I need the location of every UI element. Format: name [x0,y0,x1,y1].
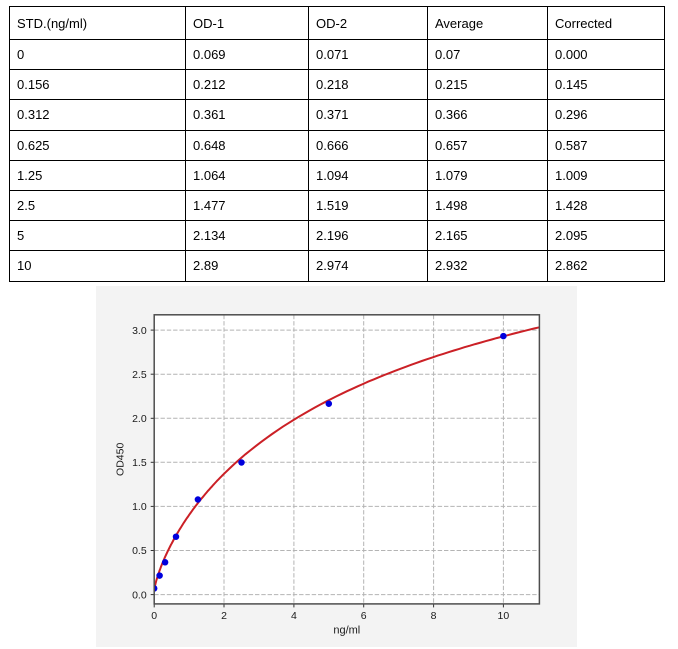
svg-text:0.5: 0.5 [132,545,147,557]
svg-text:0: 0 [151,610,157,622]
svg-text:OD450: OD450 [115,443,127,476]
svg-text:0.0: 0.0 [132,589,147,601]
svg-text:2: 2 [221,610,227,622]
svg-text:2.5: 2.5 [132,369,147,381]
svg-text:6: 6 [361,610,367,622]
svg-text:2.0: 2.0 [132,413,147,425]
svg-text:1.5: 1.5 [132,457,147,469]
svg-text:4: 4 [291,610,297,622]
svg-text:10: 10 [498,610,510,622]
svg-text:3.0: 3.0 [132,325,147,337]
svg-text:ng/ml: ng/ml [333,625,360,637]
svg-text:1.0: 1.0 [132,501,147,513]
svg-text:8: 8 [431,610,437,622]
